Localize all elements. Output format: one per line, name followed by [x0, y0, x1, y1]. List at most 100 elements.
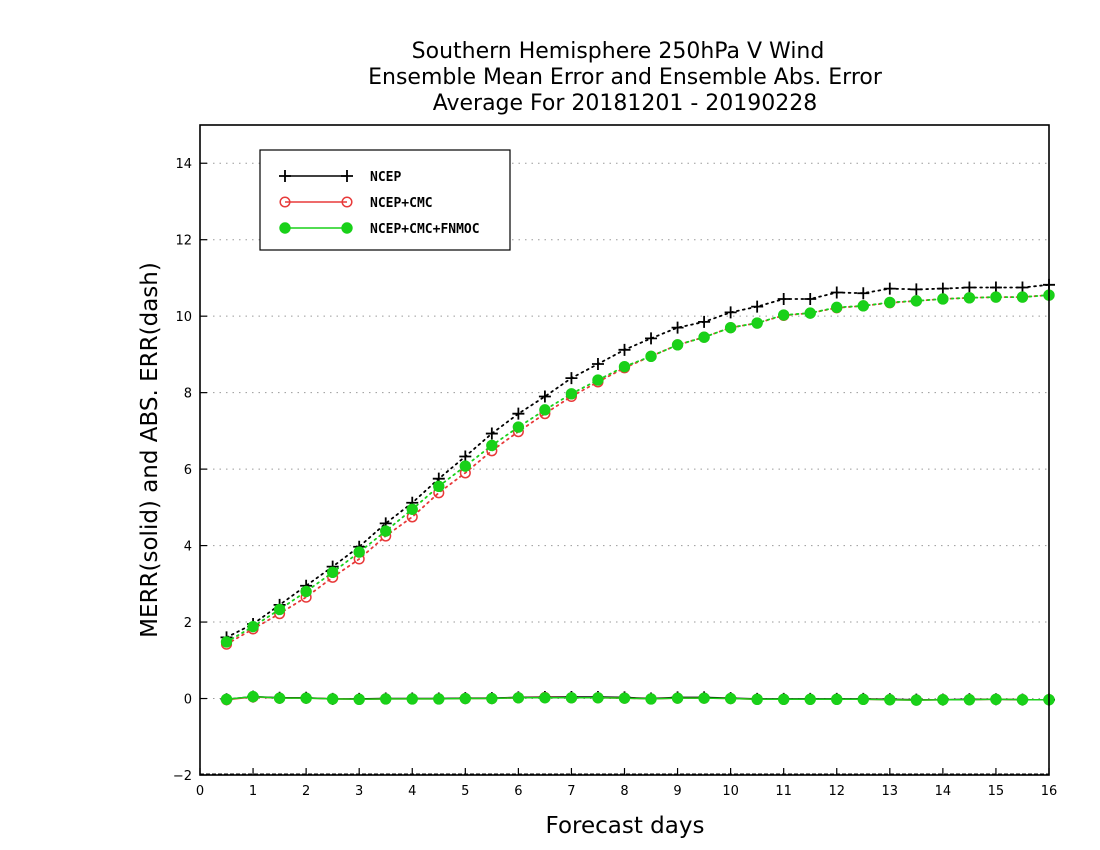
mean-error-point — [1016, 693, 1029, 706]
mean-error-point — [698, 692, 710, 704]
x-tick-label: 13 — [882, 784, 899, 799]
mean-error-point — [777, 693, 790, 705]
abs-error-point — [247, 620, 259, 633]
plot-frame — [199, 124, 1050, 776]
legend-item: NCEP — [279, 170, 401, 185]
abs-error-line — [225, 294, 1050, 646]
abs-error-point — [724, 306, 737, 319]
abs-error-point — [831, 301, 843, 314]
x-tick-label: 10 — [722, 784, 739, 799]
abs-error-point — [698, 331, 710, 343]
mean-error-point — [353, 693, 365, 705]
legend-box — [259, 149, 511, 251]
x-tick-label: 3 — [355, 784, 363, 799]
legend-marker-start — [279, 222, 291, 234]
mean-error-point — [512, 692, 525, 704]
mean-error-point — [300, 692, 312, 704]
chart-title-line-2: Ensemble Mean Error and Ensemble Abs. Er… — [368, 65, 883, 90]
abs-error-point — [804, 307, 816, 319]
mean-error-point — [406, 693, 418, 705]
abs-error-point — [485, 427, 498, 440]
mean-error-point — [220, 693, 233, 705]
abs-error-point — [857, 287, 870, 300]
mean-error-point — [963, 693, 976, 706]
y-tick-label: 12 — [175, 234, 192, 249]
y-tick-label: 2 — [184, 616, 192, 631]
legend: NCEP NCEP+CMC NCEP+CMC+FNMOC — [259, 149, 511, 251]
mean-error-point — [724, 692, 737, 705]
legend-marker-end — [341, 170, 353, 182]
legend-item: NCEP+CMC+FNMOC — [279, 222, 480, 237]
abs-error-point — [883, 282, 896, 295]
abs-error-point — [512, 407, 525, 420]
abs-error-line — [225, 294, 1050, 643]
abs-error-point — [380, 525, 392, 537]
x-axis-title: Forecast days — [546, 813, 705, 839]
abs-error-point — [539, 404, 551, 416]
abs-error-point — [273, 603, 286, 616]
mean-error-point — [273, 692, 286, 704]
abs-error-point — [963, 281, 976, 294]
mean-error-point — [565, 692, 578, 704]
mean-error-point — [247, 690, 259, 703]
mean-error-point — [884, 693, 896, 706]
mean-error-point — [539, 692, 551, 704]
series-ncep — [220, 278, 1055, 706]
legend-marker-start — [279, 170, 291, 182]
abs-error-point — [751, 317, 763, 329]
series-ncep-cmc — [220, 289, 1055, 706]
legend-item: NCEP+CMC — [279, 196, 433, 211]
legend-label: NCEP+CMC — [370, 196, 433, 211]
y-tick-label: 0 — [184, 693, 192, 708]
abs-error-point — [1016, 291, 1029, 303]
legend-marker-end — [341, 222, 353, 234]
x-tick-label: 12 — [828, 784, 845, 799]
abs-error-point — [698, 315, 711, 328]
mean-error-point — [326, 693, 339, 705]
x-tick-label: 15 — [988, 784, 1005, 799]
abs-error-point — [486, 439, 498, 452]
y-tick-label: 8 — [184, 387, 192, 402]
abs-error-point — [990, 291, 1002, 303]
chart-title-line-3: Average For 20181201 - 20190228 — [433, 91, 818, 116]
mean-error-point — [618, 692, 631, 704]
x-tick-label: 0 — [196, 784, 204, 799]
abs-error-point — [936, 282, 949, 295]
abs-error-point — [884, 296, 896, 309]
y-tick-label: 4 — [184, 540, 192, 555]
abs-error-point — [963, 292, 976, 304]
mean-error-point — [671, 692, 684, 704]
abs-error-point — [777, 309, 790, 321]
mean-error-point — [990, 693, 1002, 705]
abs-error-point — [777, 292, 790, 305]
x-tick-label: 2 — [302, 784, 310, 799]
abs-error-point — [857, 300, 869, 312]
x-tick-label: 6 — [514, 784, 522, 799]
x-tick-label: 11 — [775, 784, 792, 799]
abs-error-point — [326, 566, 339, 579]
mean-error-point — [459, 692, 472, 705]
abs-error-point — [220, 636, 233, 648]
mean-error-point — [910, 694, 923, 706]
abs-error-point — [538, 390, 551, 403]
abs-error-point — [565, 372, 578, 385]
legend-label: NCEP — [370, 170, 401, 185]
mean-error-point — [380, 693, 392, 705]
mean-error-point — [486, 692, 498, 705]
abs-error-point — [300, 585, 312, 598]
x-tick-label: 14 — [935, 784, 952, 799]
x-tick-label: 7 — [567, 784, 575, 799]
legend-marker-start — [279, 196, 291, 208]
abs-error-point — [406, 503, 418, 515]
x-tick-label: 8 — [620, 784, 628, 799]
chart-title-line-1: Southern Hemisphere 250hPa V Wind — [412, 39, 825, 64]
mean-error-point — [645, 693, 657, 705]
chart-title: Southern Hemisphere 250hPa V Wind Ensemb… — [368, 39, 883, 116]
series-ncep-cmc-fnmoc — [220, 289, 1055, 706]
abs-error-point — [353, 546, 365, 558]
abs-error-point — [512, 421, 525, 433]
y-tick-label: 14 — [175, 157, 192, 172]
y-tick-label: 6 — [184, 463, 192, 478]
